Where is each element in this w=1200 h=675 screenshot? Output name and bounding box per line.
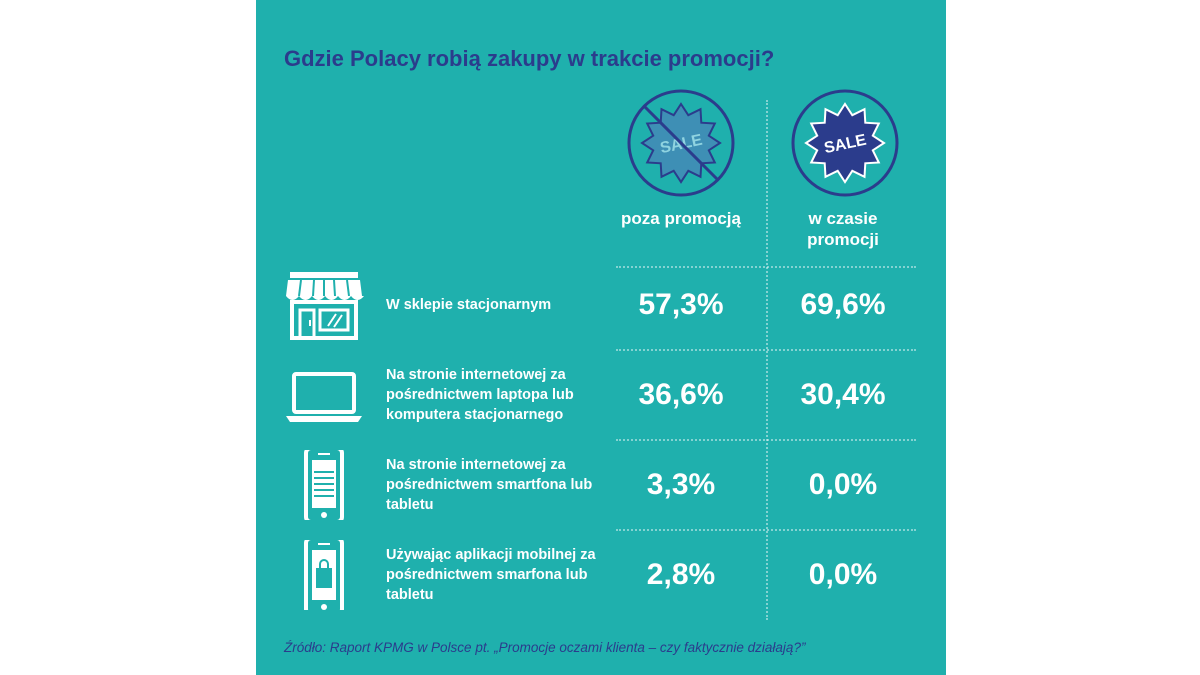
- row-label: Używając aplikacji mobilnej za pośrednic…: [386, 547, 596, 603]
- sale-star-shape: [804, 102, 886, 184]
- mobile-shopping-app-icon: [284, 536, 364, 616]
- column-header-outside-promotion: poza promocją: [621, 209, 741, 228]
- table-row: W sklepie stacjonarnym 57,3% 69,6%: [256, 262, 946, 351]
- header-divider: [616, 266, 916, 268]
- row-divider: [616, 349, 916, 351]
- storefront-icon: [284, 270, 364, 340]
- table-row: Na stronie internetowej za pośrednictwem…: [256, 352, 946, 441]
- no-sale-badge-icon: SALE: [626, 88, 736, 198]
- value-during-promotion: 69,6%: [800, 288, 886, 321]
- value-during-promotion: 0,0%: [808, 468, 878, 501]
- value-outside-promotion: 3,3%: [646, 468, 716, 501]
- value-outside-promotion: 2,8%: [646, 558, 716, 591]
- infographic-panel: Gdzie Polacy robią zakupy w trakcie prom…: [256, 0, 946, 675]
- column-divider: [766, 100, 768, 620]
- row-divider: [616, 529, 916, 531]
- source-note: Źródło: Raport KPMG w Polsce pt. „Promoc…: [284, 640, 806, 655]
- row-label: Na stronie internetowej za pośrednictwem…: [386, 457, 593, 513]
- value-during-promotion: 30,4%: [800, 378, 886, 411]
- row-divider: [616, 439, 916, 441]
- row-label: Na stronie internetowej za pośrednictwem…: [386, 367, 574, 423]
- value-outside-promotion: 57,3%: [638, 288, 724, 321]
- laptop-icon: [284, 360, 364, 430]
- value-outside-promotion: 36,6%: [638, 378, 724, 411]
- column-header-during-promotion: w czasie promocji: [807, 209, 879, 249]
- row-label: W sklepie stacjonarnym: [386, 297, 552, 313]
- table-row: Na stronie internetowej za pośrednictwem…: [256, 442, 946, 531]
- infographic-title: Gdzie Polacy robią zakupy w trakcie prom…: [284, 46, 775, 71]
- smartphone-icon: [284, 446, 364, 524]
- table-row: Używając aplikacji mobilnej za pośrednic…: [256, 532, 946, 618]
- value-during-promotion: 0,0%: [808, 558, 878, 591]
- sale-badge-icon: SALE: [790, 88, 900, 198]
